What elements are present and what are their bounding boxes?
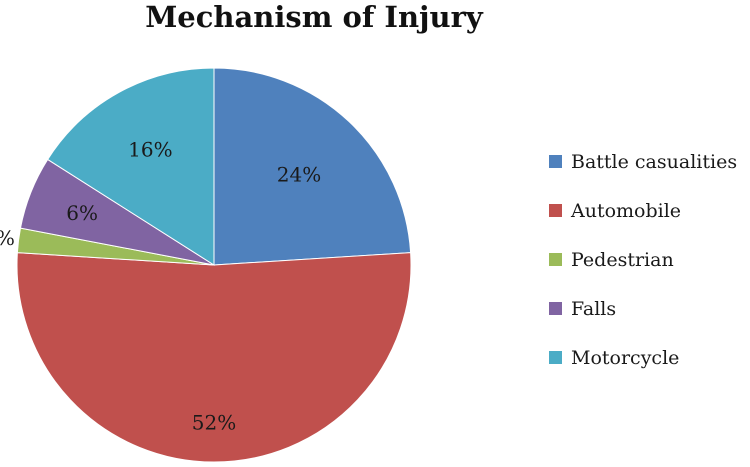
legend-swatch-falls [549, 302, 562, 315]
pie-slices [16, 67, 412, 463]
legend-label-battle-casualities: Battle casualities [571, 151, 737, 173]
legend-label-pedestrian: Pedestrian [571, 249, 674, 271]
chart-title: Mechanism of Injury [145, 0, 484, 34]
pie-slice-automobile [16, 252, 412, 463]
slice-label-automobile: 52% [192, 411, 236, 435]
pie-slice-battle-casualities [213, 67, 412, 266]
legend-swatch-pedestrian [549, 253, 562, 266]
legend: Battle casualities Automobile Pedestrian Fa… [549, 151, 737, 369]
slice-labels: 24% 52% 2% 6% 16% [0, 137, 321, 434]
legend-label-automobile: Automobile [570, 200, 681, 222]
slice-label-falls: 6% [66, 201, 98, 225]
legend-swatch-motorcycle [549, 351, 562, 364]
legend-swatch-automobile [549, 204, 562, 217]
legend-swatch-battle-casualities [549, 155, 562, 168]
legend-label-falls: Falls [571, 298, 616, 320]
slice-label-pedestrian: 2% [0, 226, 15, 250]
slice-label-motorcycle: 16% [128, 137, 172, 161]
slice-label-battle-casualities: 24% [277, 163, 321, 187]
pie-slice-motorcycle [46, 67, 215, 266]
legend-label-motorcycle: Motorcycle [571, 347, 679, 369]
